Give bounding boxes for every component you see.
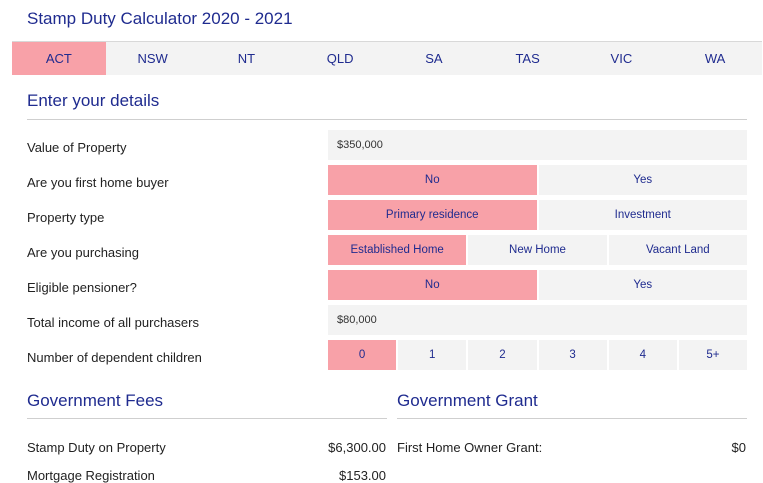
first-home-owner-grant-value: $0 bbox=[731, 440, 746, 455]
children-2-option[interactable]: 2 bbox=[466, 340, 536, 370]
children-0-option[interactable]: 0 bbox=[328, 340, 397, 370]
property-type-toggle: Primary residence Investment bbox=[328, 200, 747, 230]
stamp-duty-label: Stamp Duty on Property bbox=[27, 440, 166, 455]
page-title: Stamp Duty Calculator 2020 - 2021 bbox=[27, 9, 293, 28]
total-income-label: Total income of all purchasers bbox=[27, 315, 199, 330]
government-fees-heading: Government Fees bbox=[27, 391, 164, 410]
tab-wa[interactable]: WA bbox=[704, 51, 726, 66]
eligible-pensioner-yes-option[interactable]: Yes bbox=[536, 270, 748, 300]
tab-vic[interactable]: VIC bbox=[610, 51, 633, 66]
tab-act[interactable]: ACT bbox=[12, 42, 106, 75]
first-home-buyer-label: Are you first home buyer bbox=[27, 175, 169, 190]
purchasing-label: Are you purchasing bbox=[27, 245, 140, 260]
details-divider bbox=[27, 119, 747, 120]
children-4-option[interactable]: 4 bbox=[606, 340, 677, 370]
mortgage-registration-value: $153.00 bbox=[339, 468, 386, 483]
property-type-investment-option[interactable]: Investment bbox=[536, 200, 748, 230]
dependent-children-toggle: 0 1 2 3 4 5+ bbox=[328, 340, 747, 370]
purchasing-new-home-option[interactable]: New Home bbox=[466, 235, 606, 265]
total-income-input[interactable]: $80,000 bbox=[328, 305, 747, 335]
purchasing-vacant-land-option[interactable]: Vacant Land bbox=[606, 235, 747, 265]
mortgage-registration-label: Mortgage Registration bbox=[27, 468, 155, 483]
eligible-pensioner-toggle: No Yes bbox=[328, 270, 747, 300]
tab-tas[interactable]: TAS bbox=[515, 51, 540, 66]
purchasing-established-option[interactable]: Established Home bbox=[328, 235, 467, 265]
dependent-children-label: Number of dependent children bbox=[27, 350, 202, 365]
children-1-option[interactable]: 1 bbox=[396, 340, 466, 370]
value-of-property-input[interactable]: $350,000 bbox=[328, 130, 747, 160]
grant-divider bbox=[397, 418, 747, 419]
first-home-owner-grant-label: First Home Owner Grant: bbox=[397, 440, 543, 455]
tab-qld[interactable]: QLD bbox=[326, 51, 354, 66]
government-grant-heading: Government Grant bbox=[397, 391, 538, 410]
value-of-property-label: Value of Property bbox=[27, 140, 127, 155]
fees-divider bbox=[27, 418, 387, 419]
children-3-option[interactable]: 3 bbox=[536, 340, 607, 370]
stamp-duty-value: $6,300.00 bbox=[328, 440, 386, 455]
tab-nt[interactable]: NT bbox=[237, 51, 256, 66]
children-5plus-option[interactable]: 5+ bbox=[676, 340, 747, 370]
tab-sa[interactable]: SA bbox=[425, 51, 443, 66]
state-tabs: ACT NSW NT QLD SA TAS VIC WA bbox=[12, 41, 762, 75]
first-home-buyer-no-option[interactable]: No bbox=[328, 165, 537, 195]
eligible-pensioner-label: Eligible pensioner? bbox=[27, 280, 137, 295]
details-heading: Enter your details bbox=[27, 91, 160, 110]
first-home-buyer-toggle: No Yes bbox=[328, 165, 747, 195]
purchasing-toggle: Established Home New Home Vacant Land bbox=[328, 235, 747, 265]
property-type-primary-option[interactable]: Primary residence bbox=[328, 200, 537, 230]
first-home-buyer-yes-option[interactable]: Yes bbox=[536, 165, 748, 195]
tab-nsw[interactable]: NSW bbox=[137, 51, 168, 66]
eligible-pensioner-no-option[interactable]: No bbox=[328, 270, 537, 300]
property-type-label: Property type bbox=[27, 210, 105, 225]
